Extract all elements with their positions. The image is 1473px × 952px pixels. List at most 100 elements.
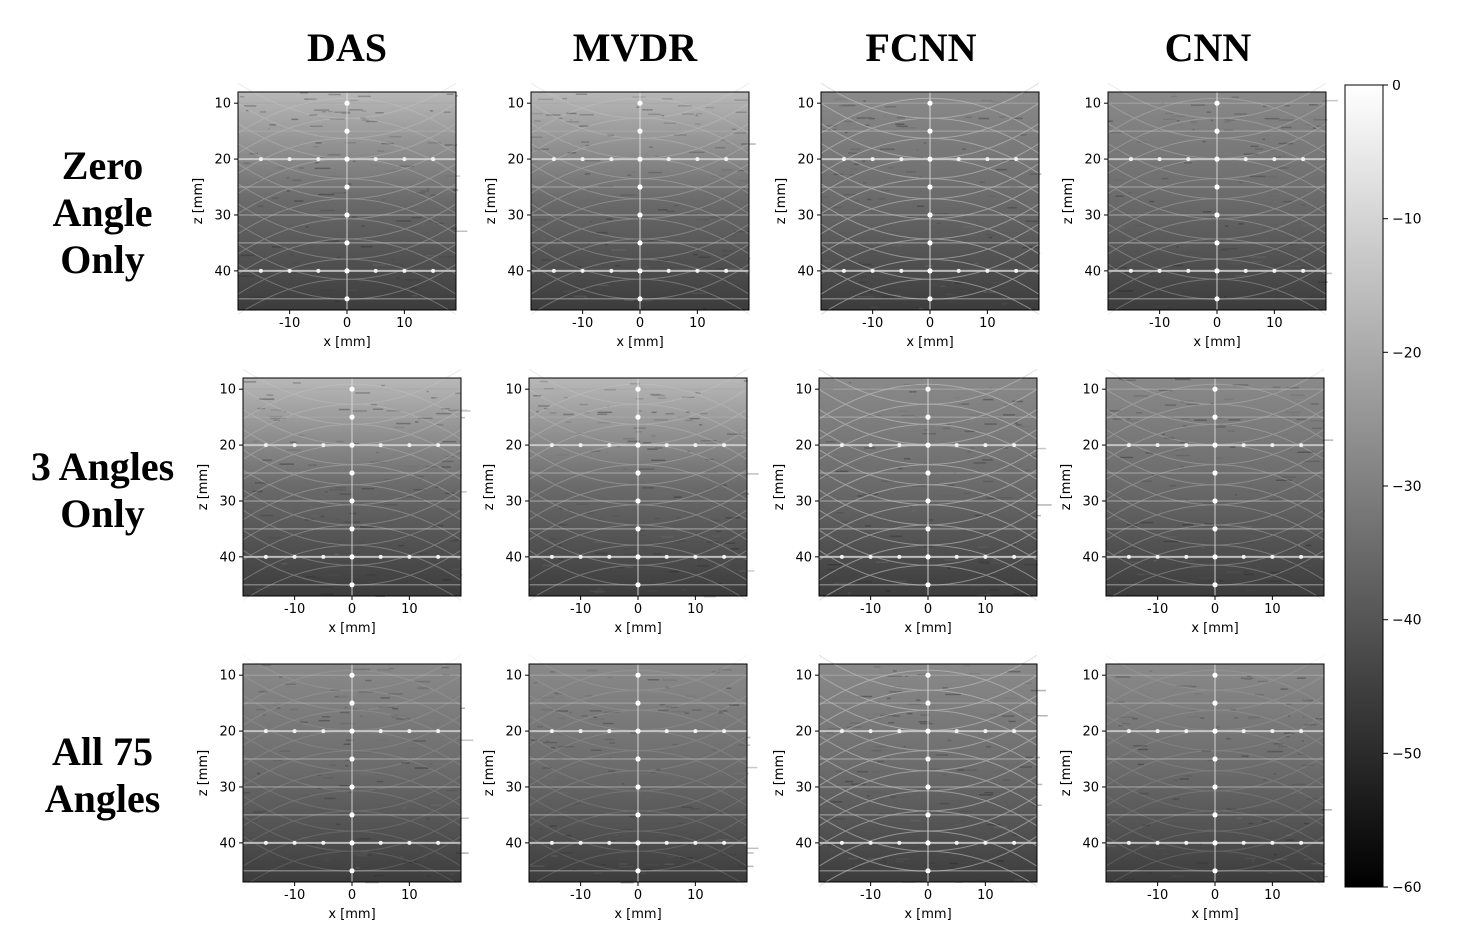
point-target — [407, 840, 412, 845]
point-target — [1214, 240, 1220, 246]
x-tick-label: -10 — [284, 602, 305, 617]
point-target — [1212, 442, 1218, 448]
point-target — [292, 554, 297, 559]
point-target — [664, 554, 669, 559]
point-target — [349, 414, 355, 420]
x-tick-label: 10 — [1266, 316, 1283, 331]
y-axis-label: z [mm] — [772, 464, 787, 510]
x-tick-label: 0 — [1211, 888, 1219, 903]
point-target — [1243, 268, 1248, 273]
point-target — [407, 554, 412, 559]
point-target — [1214, 184, 1220, 190]
x-axis-label: x [mm] — [1191, 907, 1238, 922]
x-tick-label: -10 — [1147, 602, 1168, 617]
point-target — [436, 443, 441, 448]
point-target — [1212, 498, 1218, 504]
y-tick-label: 40 — [797, 264, 814, 279]
y-axis-label: z [mm] — [1059, 464, 1074, 510]
point-target — [635, 554, 641, 560]
image-panel-fcnn-row1: -10 0 10 10 20 30 40 x [mm] z [mm] — [771, 82, 1081, 376]
point-target — [316, 268, 321, 273]
y-tick-label: 30 — [219, 494, 236, 509]
x-axis-label: x [mm] — [328, 907, 375, 922]
point-target — [1214, 212, 1220, 218]
point-target — [607, 443, 612, 448]
point-target — [1241, 554, 1246, 559]
point-target — [693, 554, 698, 559]
point-target — [954, 729, 959, 734]
point-target — [1186, 157, 1191, 162]
point-target — [635, 756, 641, 762]
point-target — [1212, 526, 1218, 532]
y-tick-label: 40 — [214, 264, 231, 279]
point-target — [1214, 128, 1220, 134]
y-tick-label: 20 — [1082, 725, 1099, 740]
point-target — [609, 157, 614, 162]
point-target — [1184, 554, 1189, 559]
row-title-all-angles: All 75 Angles — [0, 728, 205, 822]
point-target — [868, 443, 873, 448]
colorbar-tick-label: −20 — [1392, 345, 1422, 361]
point-target — [925, 386, 931, 392]
point-target — [1128, 157, 1133, 162]
point-target — [637, 128, 643, 134]
point-target — [349, 470, 355, 476]
row-title-three-angles: 3 Angles Only — [0, 443, 205, 537]
point-target — [349, 526, 355, 532]
point-target — [321, 554, 326, 559]
y-tick-label: 10 — [505, 383, 522, 398]
point-target — [925, 442, 931, 448]
point-target — [287, 157, 292, 162]
point-target — [1241, 443, 1246, 448]
y-axis-label: z [mm] — [482, 464, 497, 510]
point-target — [607, 554, 612, 559]
point-target — [1214, 156, 1220, 162]
point-target — [954, 443, 959, 448]
x-tick-label: 10 — [401, 888, 418, 903]
point-target — [693, 840, 698, 845]
point-target — [927, 268, 933, 274]
y-tick-label: 20 — [1084, 153, 1101, 168]
x-tick-label: -10 — [279, 316, 300, 331]
point-target — [983, 554, 988, 559]
column-title-das: DAS — [306, 25, 388, 70]
point-target — [292, 729, 297, 734]
point-target — [925, 840, 931, 846]
x-tick-label: 0 — [1211, 602, 1219, 617]
x-tick-label: 0 — [634, 602, 642, 617]
point-target — [839, 729, 844, 734]
point-target — [349, 868, 355, 874]
point-target — [897, 729, 902, 734]
point-target — [1212, 728, 1218, 734]
image-panel-mvdr-row1: -10 0 10 10 20 30 40 x [mm] z [mm] — [481, 82, 791, 376]
point-target — [551, 157, 556, 162]
y-axis-label: z [mm] — [482, 750, 497, 796]
point-target — [868, 729, 873, 734]
x-tick-label: -10 — [1149, 316, 1170, 331]
colorbar-tick-label: −60 — [1392, 880, 1422, 896]
point-target — [1243, 157, 1248, 162]
point-target — [635, 498, 641, 504]
point-target — [431, 268, 436, 273]
point-target — [695, 268, 700, 273]
y-tick-label: 20 — [1082, 439, 1099, 454]
point-target — [344, 240, 350, 246]
point-target — [925, 700, 931, 706]
y-tick-label: 10 — [1082, 383, 1099, 398]
colorbar-tick-label: −50 — [1392, 746, 1422, 762]
point-target — [263, 443, 268, 448]
y-tick-label: 20 — [507, 153, 524, 168]
point-target — [578, 443, 583, 448]
row-title-line: Angle — [52, 190, 153, 235]
y-tick-label: 30 — [1084, 208, 1101, 223]
point-target — [292, 443, 297, 448]
x-tick-label: -10 — [860, 602, 881, 617]
y-tick-label: 20 — [797, 153, 814, 168]
point-target — [407, 729, 412, 734]
point-target — [693, 443, 698, 448]
point-target — [925, 526, 931, 532]
point-target — [607, 729, 612, 734]
point-target — [983, 729, 988, 734]
row-title-line: Only — [60, 491, 145, 536]
point-target — [321, 840, 326, 845]
